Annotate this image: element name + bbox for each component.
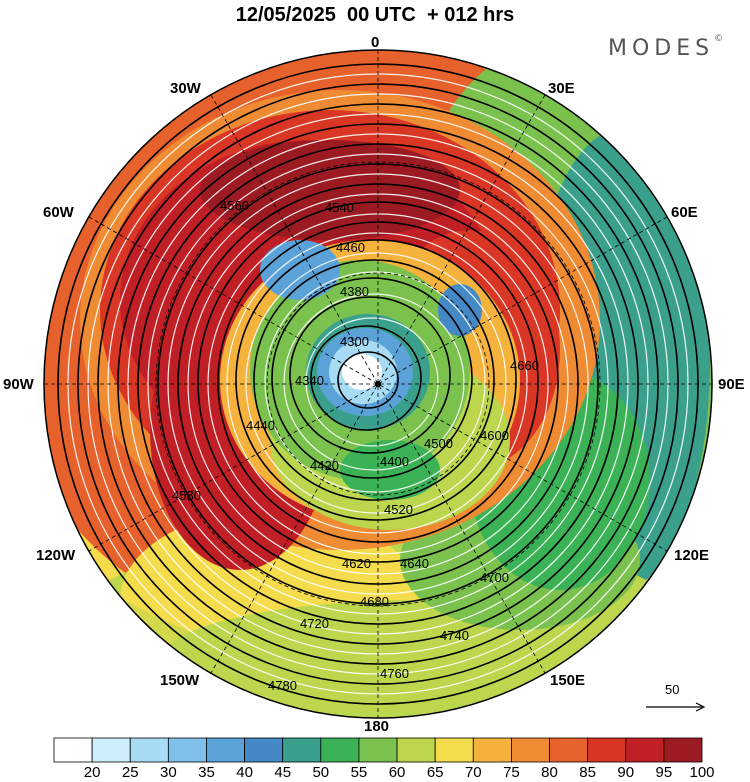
lon-label-0: 0 <box>371 34 380 51</box>
lon-label-30w: 30W <box>170 80 201 97</box>
contour-label: 4440 <box>246 418 275 433</box>
colorbar-swatch <box>511 737 550 763</box>
colorbar-tick-label: 20 <box>83 764 101 781</box>
contour-label: 4740 <box>440 628 469 643</box>
colorbar-swatch <box>167 737 207 763</box>
colorbar-tick-label: 30 <box>160 764 177 781</box>
lon-label-60w: 60W <box>43 204 74 221</box>
lon-label-120w: 120W <box>36 547 76 564</box>
lon-label-90e: 90E <box>718 376 745 393</box>
lon-label-90w: 90W <box>3 376 34 393</box>
contour-label-group: 4300 4340 4380 4400 4420 4440 4460 4500 … <box>172 198 539 693</box>
colorbar-tick-label: 60 <box>388 764 406 781</box>
modes-logo: MODES© <box>608 34 723 61</box>
contour-label: 4780 <box>268 678 297 693</box>
lon-label-120e: 120E <box>674 547 710 564</box>
contour-label: 4380 <box>340 284 369 299</box>
colorbar-swatch <box>472 737 512 763</box>
colorbar-swatch <box>91 737 131 763</box>
graticule <box>44 50 712 718</box>
colorbar-tick-label: 50 <box>312 764 330 781</box>
colorbar-tick-label: 25 <box>121 764 139 781</box>
contour-label: 4560 <box>220 198 249 213</box>
reference-vector-arrow <box>646 702 706 712</box>
colorbar-swatch <box>129 737 169 763</box>
contour-label: 4300 <box>340 334 369 349</box>
colorbar-swatch <box>358 737 398 763</box>
contour-label: 4340 <box>295 373 324 388</box>
brand-text: MODES <box>608 36 715 61</box>
colorbar-swatch <box>282 737 322 763</box>
contour-label: 4500 <box>424 436 453 451</box>
colorbar-swatch <box>549 737 589 763</box>
map-border <box>43 49 713 719</box>
colorbar-tick-label: 95 <box>655 764 673 781</box>
colorbar-swatch <box>663 737 703 763</box>
contour-label: 4680 <box>360 594 389 609</box>
colorbar-swatch <box>625 737 665 763</box>
map-title: 12/05/2025 00 UTC + 012 hrs <box>235 4 515 26</box>
colorbar-swatch <box>53 737 93 763</box>
colorbar-tick-label: 75 <box>503 764 520 781</box>
colorbar-tick-label: 65 <box>426 764 444 781</box>
contour-label: 4600 <box>480 428 509 443</box>
contour-label: 4640 <box>400 556 429 571</box>
lon-label-150w: 150W <box>160 672 200 689</box>
north-pole-marker <box>375 381 381 387</box>
colorbar-tick-label: 40 <box>236 764 253 781</box>
colorbar-tick-label: 55 <box>350 764 368 781</box>
colorbar-swatch <box>396 737 436 763</box>
colorbar-swatch <box>434 737 474 763</box>
lon-label-30e: 30E <box>548 80 575 97</box>
wind-speed-field <box>44 50 712 718</box>
contour-label: 4760 <box>380 666 409 681</box>
reference-vector-label: 50 <box>665 682 680 697</box>
colorbar-swatch <box>206 737 245 763</box>
contour-label: 4720 <box>300 616 329 631</box>
brand-mark: © <box>714 34 724 44</box>
lon-label-60e: 60E <box>671 204 698 221</box>
contour-label: 4400 <box>380 454 409 469</box>
colorbar-swatch <box>320 737 360 763</box>
contour-label: 4540 <box>325 200 354 215</box>
colorbar-tick-label: 80 <box>541 764 558 781</box>
colorbar-tick-label: 85 <box>579 764 596 781</box>
colorbar <box>53 737 703 763</box>
contour-label: 4660 <box>510 358 539 373</box>
colorbar-tick-label: 35 <box>198 764 215 781</box>
colorbar-tick-label: 100 <box>689 764 715 781</box>
contour-label: 4700 <box>480 570 509 585</box>
colorbar-tick-label: 90 <box>617 764 635 781</box>
lon-label-150e: 150E <box>550 672 586 689</box>
colorbar-swatch <box>587 737 627 763</box>
contour-label: 4520 <box>384 502 413 517</box>
contour-label: 4460 <box>336 240 365 255</box>
contour-label: 4620 <box>342 556 371 571</box>
colorbar-tick-label: 70 <box>464 764 482 781</box>
contour-label: 4580 <box>172 488 201 503</box>
colorbar-tick-label: 45 <box>274 764 292 781</box>
contour-label: 4420 <box>310 458 339 473</box>
lon-label-180: 180 <box>364 718 390 735</box>
colorbar-swatch <box>244 737 284 763</box>
